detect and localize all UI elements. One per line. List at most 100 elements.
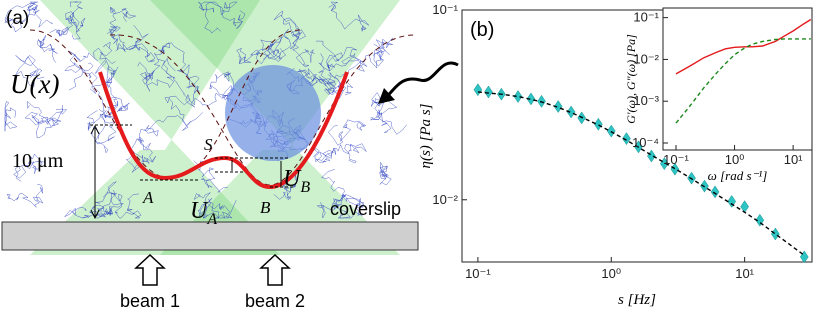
x-tick-label: 10⁻¹ bbox=[663, 152, 689, 167]
polymer-strand bbox=[328, 1, 370, 32]
x-axis-label: ω [rad s⁻¹] bbox=[708, 168, 768, 183]
polymer-strand bbox=[137, 115, 192, 150]
symbol: U bbox=[190, 198, 209, 224]
bead bbox=[225, 65, 321, 161]
polymer-strand bbox=[15, 55, 45, 87]
polymer-strand bbox=[198, 1, 225, 34]
data-point bbox=[727, 194, 737, 208]
polymer-strand bbox=[107, 96, 130, 118]
data-point bbox=[513, 90, 523, 103]
beam-1-label: beam 1 bbox=[120, 291, 180, 311]
polymer-strand bbox=[273, 10, 306, 44]
polymer-strand bbox=[255, 36, 283, 62]
polymer-strand bbox=[113, 190, 142, 219]
depth-b-label: UB bbox=[283, 166, 310, 196]
polymer-strand bbox=[137, 42, 171, 85]
polymer-strand bbox=[89, 181, 117, 218]
y-tick-label: 10⁻² bbox=[432, 192, 458, 207]
plot-area bbox=[662, 7, 813, 151]
symbol: U bbox=[283, 166, 302, 192]
polymer-strand bbox=[36, 35, 58, 63]
polymer-strand bbox=[65, 1, 83, 40]
pointer-arrow bbox=[384, 61, 459, 100]
dimension-lines bbox=[90, 124, 295, 220]
data-point bbox=[594, 117, 603, 131]
beam-2-label: beam 2 bbox=[245, 291, 305, 311]
polymer-strand bbox=[4, 101, 18, 132]
beam-1-arrow bbox=[134, 253, 166, 286]
x-tick-label: 10⁻¹ bbox=[465, 266, 491, 281]
polymer-strand bbox=[125, 138, 156, 173]
subscript: B bbox=[300, 179, 310, 196]
depth-a-label: UA bbox=[190, 198, 217, 228]
polymer-network bbox=[4, 1, 407, 219]
series-line bbox=[477, 91, 805, 256]
polymer-strand bbox=[6, 184, 44, 208]
polymer-strand bbox=[373, 37, 394, 67]
subscript: A bbox=[206, 211, 217, 228]
y-axis-label: G′(ω), G″(ω) [Pa] bbox=[624, 34, 638, 124]
scale-label: 10 μm bbox=[12, 150, 64, 172]
well-a-label: A bbox=[142, 188, 154, 207]
polymer-strand bbox=[4, 1, 38, 24]
coverslip-label: coverslip bbox=[330, 199, 401, 219]
polymer-strand bbox=[327, 119, 367, 146]
panel-b: 10⁻¹ 10⁰ 10¹ 10⁻¹ 10⁻² (b) s [Hz] η(s) [Pa s] 10… bbox=[418, 2, 813, 308]
polymer-strand bbox=[221, 1, 246, 29]
polymer-strand bbox=[13, 153, 44, 182]
data-point bbox=[484, 85, 493, 99]
polymer-strand bbox=[379, 161, 392, 186]
polymer-strand bbox=[251, 28, 292, 60]
y-tick-label: 10⁻³ bbox=[633, 93, 659, 108]
polymer-strand bbox=[331, 194, 365, 216]
pointer-arrow-head bbox=[378, 88, 395, 104]
polymer-strand bbox=[64, 61, 105, 112]
polymer-strand bbox=[193, 192, 237, 219]
y-tick-label: 10⁻¹ bbox=[432, 2, 458, 17]
beam-2-arrow bbox=[259, 253, 291, 286]
polymer-strand bbox=[197, 198, 233, 219]
polymer-strand bbox=[94, 41, 119, 115]
polymer-strand bbox=[89, 66, 119, 94]
polymer-strand bbox=[91, 110, 117, 154]
polymer-strand bbox=[49, 17, 86, 37]
beam-1-cone bbox=[30, 0, 280, 255]
potential-label: U(x) bbox=[10, 69, 59, 99]
polymer-strand bbox=[335, 43, 384, 96]
polymer-strand bbox=[69, 47, 116, 72]
polymer-strand bbox=[236, 47, 280, 65]
polymer-strand bbox=[321, 72, 347, 94]
data-point bbox=[622, 132, 631, 146]
polymer-strand bbox=[9, 5, 53, 33]
polymer-strand bbox=[24, 100, 64, 139]
data-point bbox=[710, 185, 720, 199]
x-axis-label: s [Hz] bbox=[618, 292, 656, 308]
x-tick-label: 10¹ bbox=[735, 266, 754, 281]
y-tick-label: 10⁻⁴ bbox=[632, 135, 659, 150]
polymer-strand bbox=[160, 42, 200, 89]
y-axis-label: η(s) [Pa s] bbox=[418, 103, 434, 168]
series-line bbox=[675, 18, 812, 75]
panel-label: (b) bbox=[470, 19, 494, 41]
polymer-strand bbox=[321, 169, 364, 208]
x-tick-label: 10⁰ bbox=[725, 152, 745, 167]
polymer-strand bbox=[140, 58, 175, 92]
data-point bbox=[566, 105, 576, 119]
polymer-strand bbox=[317, 202, 363, 219]
data-point bbox=[553, 100, 563, 113]
polymer-strand bbox=[332, 143, 367, 164]
data-point bbox=[526, 92, 536, 106]
polymer-strand bbox=[318, 47, 368, 72]
barrier-label: S bbox=[204, 135, 213, 154]
well-b-label: B bbox=[260, 198, 271, 217]
x-tick-label: 10¹ bbox=[784, 152, 803, 167]
panel-label: (a) bbox=[6, 8, 29, 29]
polymer-strand bbox=[106, 25, 136, 53]
polymer-strand bbox=[315, 40, 361, 72]
polymer-strand bbox=[32, 108, 68, 127]
polymer-strand bbox=[290, 29, 315, 68]
polymer-strand bbox=[91, 192, 125, 216]
polymer-strand bbox=[64, 206, 113, 219]
polymer-strand bbox=[318, 62, 344, 100]
